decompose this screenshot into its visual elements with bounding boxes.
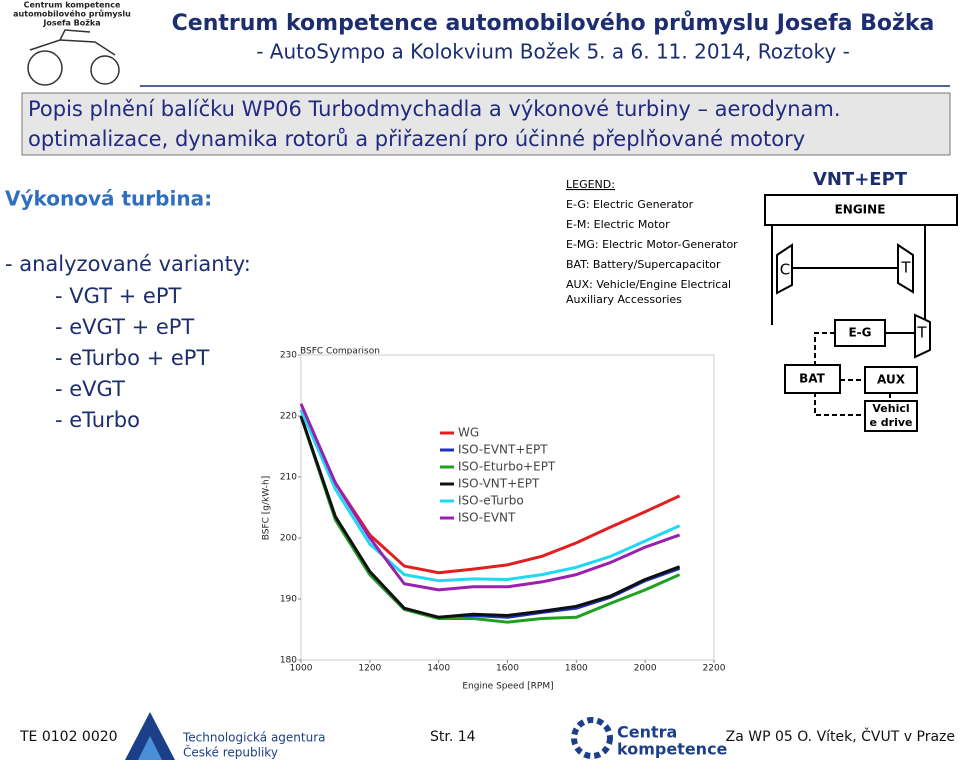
- aux-box: [864, 366, 918, 394]
- y-tick-label: 220: [280, 412, 297, 422]
- legend-item: E-MG: Electric Motor-Generator: [566, 238, 738, 251]
- variant-list: - VGT + ePT - eVGT + ePT - eTurbo + ePT - e…: [55, 284, 209, 432]
- turbine-label: T: [900, 259, 911, 277]
- power-turbine-label: T: [916, 324, 927, 342]
- variant-item: - eVGT + ePT: [55, 315, 194, 339]
- x-tick-label: 1000: [290, 664, 313, 674]
- diagram-legend: LEGEND: E-G: Electric Generator E-M: Elec…: [566, 178, 738, 306]
- variant-item: - eTurbo + ePT: [55, 346, 209, 370]
- variant-item: - eTurbo: [55, 408, 140, 432]
- series-line: [299, 403, 681, 592]
- header-title: Centrum kompetence automobilového průmys…: [172, 11, 935, 36]
- x-tick-label: 2200: [703, 664, 726, 674]
- legend-item: E-M: Electric Motor: [566, 218, 670, 231]
- drive-label: Vehicl: [872, 402, 909, 415]
- banner-line: Popis plnění balíčku WP06 Turbodmychadla…: [28, 97, 841, 121]
- banner: [21, 92, 951, 156]
- x-tick-label: 1600: [496, 664, 519, 674]
- legend-title: LEGEND:: [566, 178, 615, 191]
- bsfc-chart: BSFC Comparison BSFC [g/kW-h] Engine Spe…: [262, 345, 740, 695]
- footer-page: Str. 14: [430, 729, 476, 745]
- center-logo: [571, 717, 613, 759]
- engine-box: [764, 194, 958, 226]
- x-axis-label: Engine Speed [RPM]: [462, 682, 553, 692]
- y-axis-label: BSFC [g/kW-h]: [262, 476, 272, 541]
- compressor: [776, 243, 793, 295]
- x-tick-label: 2000: [634, 664, 657, 674]
- drive-box: [864, 400, 918, 432]
- power-turbine: [914, 313, 931, 359]
- legend-label: ISO-VNT+EPT: [458, 477, 540, 491]
- agency-name: Technologická agentura: [182, 731, 326, 745]
- drive-label: e drive: [870, 416, 913, 429]
- footer-author: Za WP 05 O. Vítek, ČVUT v Praze: [726, 727, 955, 745]
- legend-item: Auxiliary Accessories: [566, 293, 682, 306]
- legend-label: WG: [458, 426, 479, 440]
- compressor-label: C: [780, 261, 790, 279]
- header-subtitle: - AutoSympo a Kolokvium Božek 5. a 6. 11…: [256, 40, 850, 64]
- y-tick-label: 200: [280, 534, 297, 544]
- variant-item: - eVGT: [55, 377, 125, 401]
- x-tick-label: 1400: [427, 664, 450, 674]
- logo-text: Josefa Božka: [42, 19, 100, 28]
- left-intro: - analyzované varianty:: [5, 252, 251, 276]
- series-line: [299, 415, 681, 619]
- logo-car: [27, 29, 120, 86]
- legend-item: AUX: Vehicle/Engine Electrical: [566, 278, 731, 291]
- legend-label: ISO-EVNT: [458, 511, 516, 525]
- engine-label: ENGINE: [835, 203, 886, 217]
- legend-item: E-G: Electric Generator: [566, 198, 694, 211]
- legend-item: BAT: Battery/Supercapacitor: [566, 258, 721, 271]
- x-tick-label: 1800: [565, 664, 588, 674]
- diagram: VNT+EPT ENGINE C T T E-G BAT AUX Vehicl …: [764, 169, 958, 432]
- logo: Centrum kompetence automobilového průmys…: [13, 1, 131, 86]
- series-line: [299, 415, 681, 624]
- y-tick-label: 180: [280, 656, 297, 666]
- chart-bg: [280, 345, 740, 695]
- legend-label: ISO-Eturbo+EPT: [458, 460, 556, 474]
- banner-line: optimalizace, dynamika rotorů a přiřazen…: [28, 127, 805, 151]
- agency-logo: [125, 712, 175, 760]
- y-tick-label: 210: [280, 473, 297, 483]
- footer-code: TE 0102 0020: [19, 729, 118, 745]
- logo-text: Centrum kompetence: [24, 1, 121, 10]
- legend-label: ISO-EVNT+EPT: [458, 443, 548, 457]
- left-heading: Výkonová turbina:: [5, 187, 212, 211]
- y-tick-label: 230: [280, 351, 297, 361]
- series-line: [299, 409, 681, 583]
- y-tick-label: 190: [280, 595, 297, 605]
- bat-label: BAT: [799, 372, 826, 386]
- wiring: [814, 332, 891, 416]
- agency-name: České republiky: [183, 745, 278, 760]
- turbine: [897, 243, 914, 294]
- bat-box: [784, 364, 841, 394]
- center-name: Centra: [617, 723, 677, 742]
- legend-label: ISO-eTurbo: [458, 494, 524, 508]
- logo-text: automobilového průmyslu: [13, 9, 131, 19]
- eg-label: E-G: [848, 326, 871, 340]
- diagram-title: VNT+EPT: [813, 169, 908, 190]
- chart-title: BSFC Comparison: [300, 347, 380, 357]
- x-tick-label: 1200: [358, 664, 381, 674]
- variant-item: - VGT + ePT: [55, 284, 182, 308]
- aux-label: AUX: [877, 373, 906, 387]
- center-name: kompetence: [617, 740, 728, 759]
